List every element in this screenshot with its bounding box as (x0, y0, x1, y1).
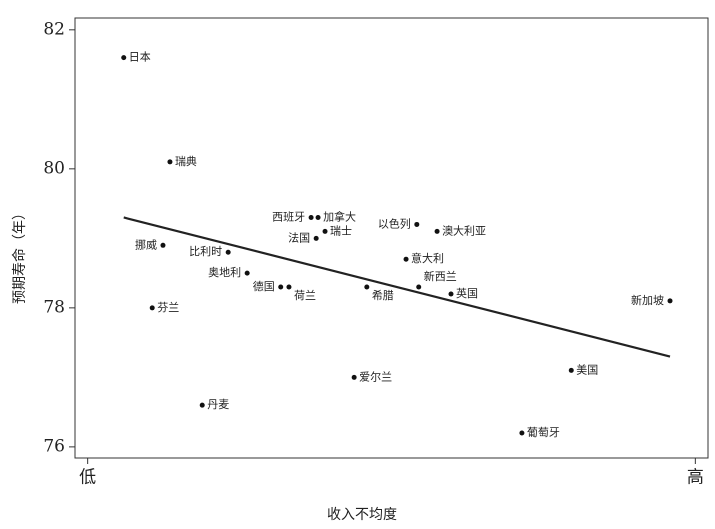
point (167, 159, 173, 165)
point (414, 221, 420, 227)
point (403, 256, 409, 262)
point (121, 55, 127, 61)
point-label: 西班牙 (272, 210, 305, 223)
point (149, 305, 155, 311)
point (244, 270, 250, 276)
point-label: 意大利 (411, 251, 444, 265)
x-axis-title: 收入不均度 (327, 507, 397, 523)
point-label: 比利时 (189, 245, 222, 258)
point (416, 284, 422, 290)
point (278, 284, 284, 290)
point (568, 367, 574, 373)
point-label: 挪威 (135, 237, 157, 251)
y-tick-label: 80 (43, 158, 65, 178)
point-label: 日本 (129, 50, 151, 64)
point (315, 214, 321, 220)
point-label: 丹麦 (207, 398, 229, 411)
point (225, 249, 231, 255)
point-label: 德国 (253, 279, 275, 293)
y-tick-label: 76 (43, 436, 65, 456)
trend-line (123, 216, 671, 358)
point-label: 瑞士 (330, 223, 352, 237)
y-tick-label: 78 (43, 297, 65, 317)
point (448, 291, 454, 297)
point (364, 284, 370, 290)
x-tick-label: 低 (79, 468, 96, 488)
point-label: 新加坡 (631, 293, 664, 307)
point-label: 爱尔兰 (359, 370, 392, 383)
point (308, 214, 314, 220)
point-label: 奥地利 (208, 265, 241, 279)
point-label: 以色列 (378, 216, 411, 230)
point-label: 芬兰 (157, 301, 179, 314)
y-tick-label: 82 (43, 19, 65, 39)
point-label: 澳大利亚 (442, 223, 486, 237)
point-label: 葡萄牙 (527, 426, 560, 439)
point-label: 瑞典 (175, 154, 197, 168)
point (322, 228, 328, 234)
point-label: 美国 (576, 363, 598, 376)
point (667, 298, 673, 304)
x-tick-label: 高 (687, 468, 704, 488)
point-label: 英国 (456, 286, 478, 300)
plot-frame (74, 17, 709, 459)
point-label: 法国 (288, 230, 310, 244)
point (160, 242, 166, 248)
point-label: 希腊 (372, 288, 394, 302)
point (313, 235, 319, 241)
point (434, 228, 440, 234)
point (519, 430, 525, 436)
y-axis-title: 预期寿命（年） (11, 206, 28, 304)
point-label: 新西兰 (424, 269, 457, 283)
point (286, 284, 292, 290)
point-label: 加拿大 (323, 209, 356, 223)
point (351, 374, 357, 380)
point-label: 荷兰 (294, 289, 316, 302)
point (199, 402, 205, 408)
